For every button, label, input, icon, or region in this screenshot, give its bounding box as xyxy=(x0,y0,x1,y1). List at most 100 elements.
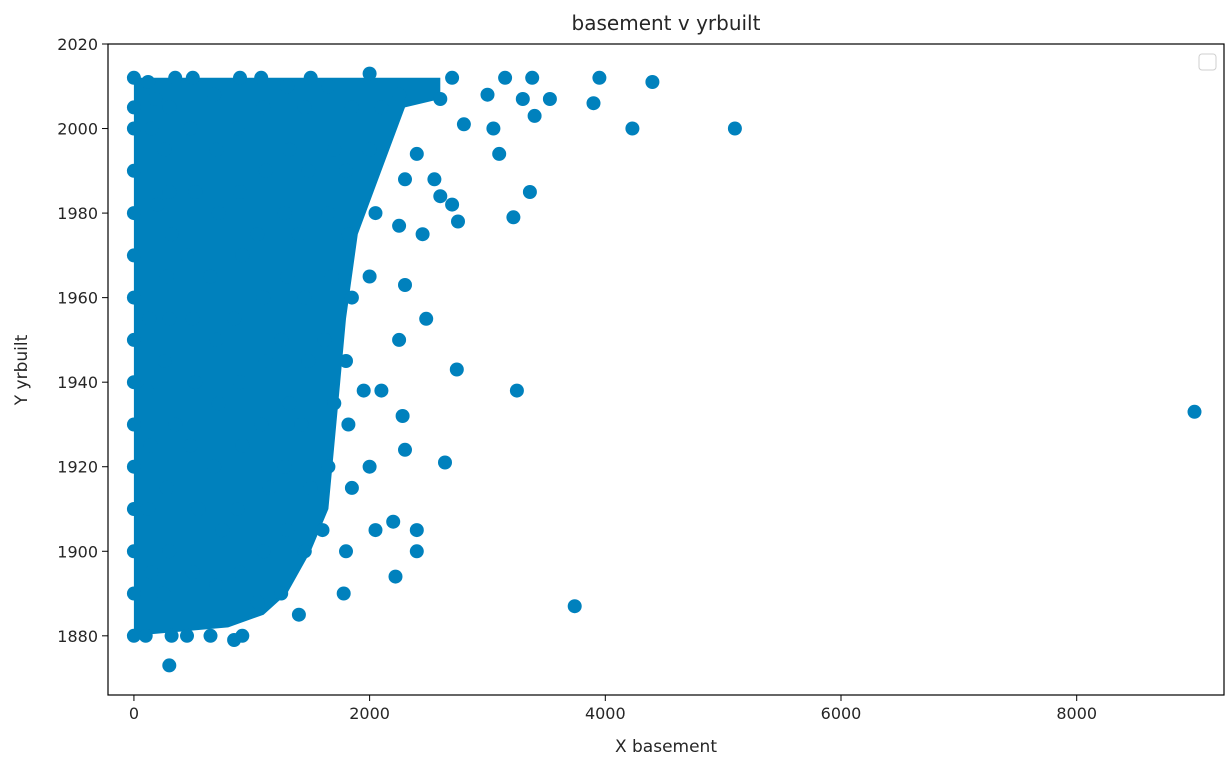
scatter-point xyxy=(445,197,460,212)
scatter-point xyxy=(409,523,424,538)
scatter-point xyxy=(168,417,183,432)
y-tick-label: 1960 xyxy=(57,289,98,308)
scatter-point xyxy=(321,79,336,94)
scatter-point xyxy=(336,586,351,601)
scatter-point xyxy=(341,417,356,432)
scatter-point xyxy=(144,121,159,136)
scatter-point xyxy=(368,206,383,221)
scatter-point xyxy=(156,586,171,601)
scatter-point xyxy=(209,578,224,593)
scatter-point xyxy=(415,227,430,242)
scatter-point xyxy=(142,311,157,326)
scatter-point xyxy=(126,459,141,474)
scatter-point xyxy=(280,269,295,284)
scatter-point xyxy=(282,142,297,157)
y-axis-label: Y yrbuilt xyxy=(12,334,32,406)
scatter-point xyxy=(449,362,464,377)
scatter-point xyxy=(301,163,316,178)
scatter-point xyxy=(185,565,200,580)
scatter-point xyxy=(141,502,156,516)
scatter-point xyxy=(126,417,141,432)
scatter-point xyxy=(180,628,194,643)
scatter-point xyxy=(209,142,224,157)
scatter-point xyxy=(274,332,289,347)
scatter-point xyxy=(368,523,383,538)
dense-point-region xyxy=(133,77,441,636)
scatter-point xyxy=(211,206,226,221)
scatter-point xyxy=(339,354,353,368)
scatter-point xyxy=(344,480,359,495)
scatter-point xyxy=(126,502,141,516)
scatter-point xyxy=(303,70,318,85)
scatter-point xyxy=(327,396,342,411)
scatter-point xyxy=(515,92,530,106)
x-tick-label: 4000 xyxy=(585,704,626,723)
scatter-point xyxy=(126,100,141,115)
scatter-point xyxy=(144,565,159,580)
scatter-point xyxy=(215,523,230,538)
scatter-point xyxy=(297,100,312,115)
scatter-point xyxy=(344,290,359,305)
y-tick-label: 2000 xyxy=(57,120,98,139)
y-tick-label: 1920 xyxy=(57,458,98,477)
scatter-point xyxy=(356,383,371,398)
scatter-point xyxy=(256,100,271,115)
scatter-point xyxy=(162,100,177,115)
scatter-point xyxy=(162,185,177,199)
scatter-point xyxy=(164,227,179,242)
scatter-point xyxy=(409,146,424,161)
scatter-point xyxy=(230,502,245,516)
scatter-point xyxy=(301,354,316,368)
scatter-point xyxy=(164,628,179,643)
scatter-point xyxy=(398,442,412,457)
scatter-point xyxy=(327,142,342,157)
scatter-point xyxy=(126,121,141,136)
scatter-point xyxy=(277,459,292,474)
scatter-point xyxy=(427,172,442,187)
scatter-point xyxy=(168,70,183,85)
y-tick-label: 1900 xyxy=(57,542,98,561)
scatter-point xyxy=(438,455,452,470)
scatter-point xyxy=(592,70,607,85)
scatter-point xyxy=(291,227,306,242)
scatter-point xyxy=(321,459,336,474)
scatter-point xyxy=(362,459,377,474)
scatter-point xyxy=(280,79,295,94)
scatter-point xyxy=(126,206,141,221)
scatter-point xyxy=(185,311,200,326)
x-tick-label: 8000 xyxy=(1056,704,1097,723)
scatter-point xyxy=(126,70,141,85)
scatter-point xyxy=(339,544,353,559)
scatter-point xyxy=(207,87,222,102)
scatter-point xyxy=(162,544,177,559)
scatter-point xyxy=(419,311,434,326)
scatter-point xyxy=(625,121,640,136)
scatter-point xyxy=(254,70,269,85)
scatter-point xyxy=(456,117,471,132)
scatter-point xyxy=(277,206,292,221)
dense-point-band xyxy=(133,77,441,636)
plot-frame xyxy=(107,43,1225,696)
scatter-point xyxy=(141,75,156,89)
scatter-point xyxy=(250,595,265,609)
scatter-point xyxy=(157,354,172,368)
scatter-point xyxy=(294,417,309,432)
scatter-point xyxy=(258,354,273,368)
scatter-point xyxy=(233,185,247,199)
scatter-point xyxy=(126,628,141,643)
data-points xyxy=(126,66,1202,673)
scatter-point xyxy=(321,206,336,221)
scatter-point xyxy=(297,544,312,559)
chart-title: basement v yrbuilt xyxy=(572,11,761,35)
y-tick-label: 1980 xyxy=(57,204,98,223)
scatter-point xyxy=(258,163,273,178)
scatter-point xyxy=(159,480,174,495)
scatter-point xyxy=(256,290,271,305)
scatter-point xyxy=(445,70,460,85)
scatter-point xyxy=(409,544,424,559)
y-axis-ticks: 1880 1900 1920 1940 1960 1980 2000 2020 xyxy=(57,35,108,646)
scatter-point xyxy=(480,87,495,102)
scatter-point xyxy=(492,146,507,161)
scatter-point xyxy=(282,396,297,411)
